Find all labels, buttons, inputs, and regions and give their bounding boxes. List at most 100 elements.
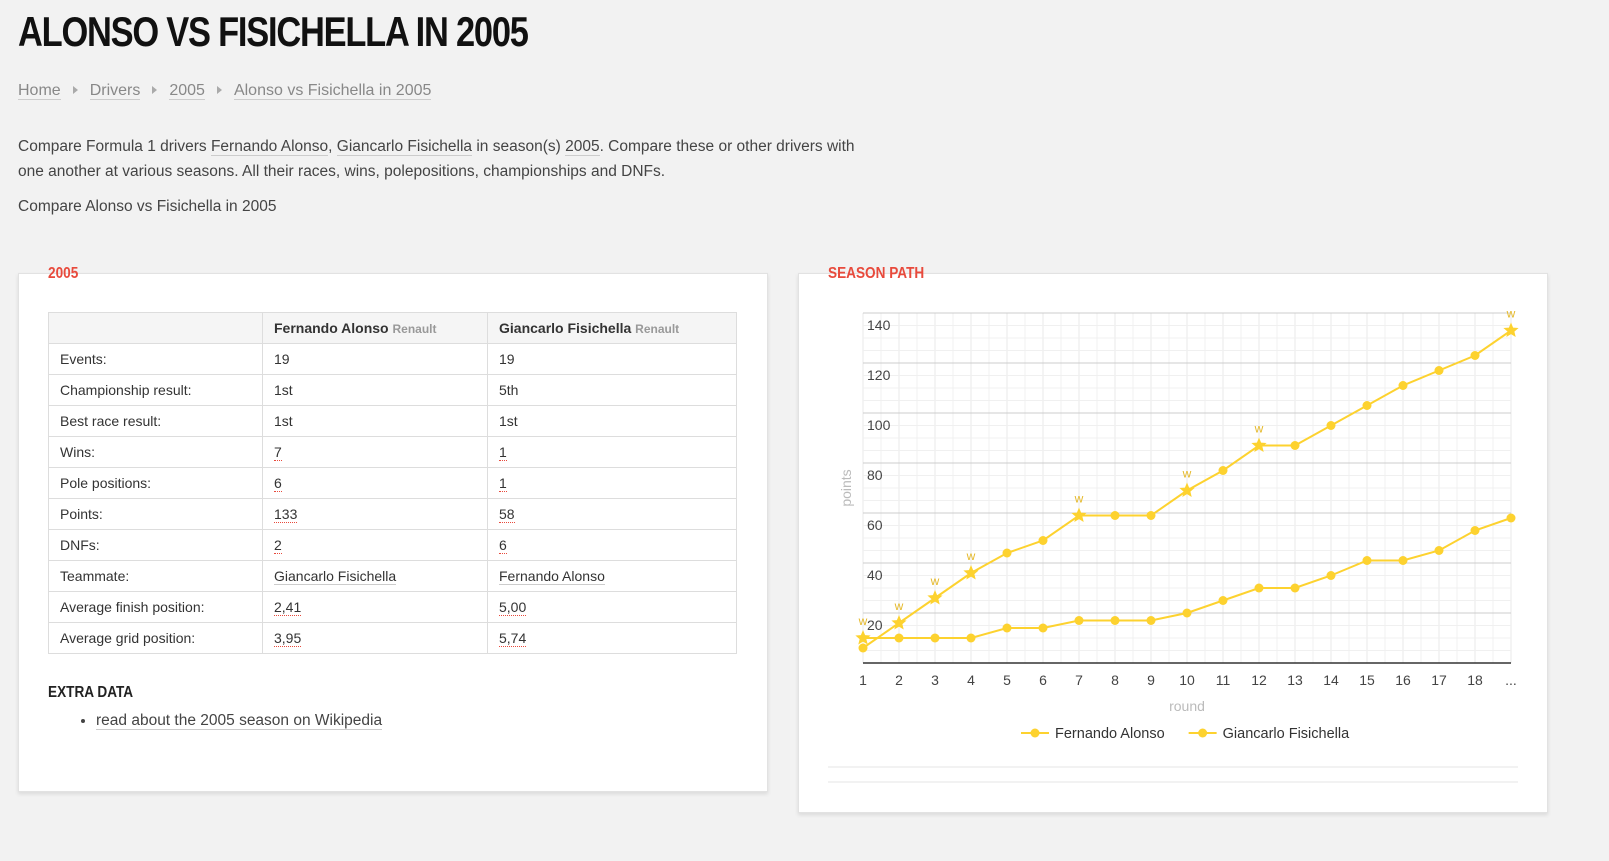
header-cell xyxy=(48,312,263,344)
table-cell: Average grid position: xyxy=(48,622,263,654)
table-cell: 1st xyxy=(487,405,737,437)
stat-link[interactable]: 58 xyxy=(499,506,515,523)
table-cell: 6 xyxy=(262,467,488,499)
subtitle: Compare Alonso vs Fisichella in 2005 xyxy=(18,198,277,215)
extra-list: read about the 2005 season on Wikipedia xyxy=(48,712,383,730)
stat-link[interactable]: 7 xyxy=(274,444,282,461)
x-tick-label: 15 xyxy=(1359,672,1375,688)
win-marker xyxy=(1071,507,1087,522)
x-tick-label: 3 xyxy=(931,672,939,688)
x-tick-label: 10 xyxy=(1179,672,1195,688)
driver-link[interactable]: Giancarlo Fisichella xyxy=(274,568,397,585)
table-cell: 5th xyxy=(487,374,737,406)
point-label: w xyxy=(1506,307,1516,321)
point xyxy=(1218,466,1228,475)
point-label: w xyxy=(858,614,868,628)
text: Compare Formula 1 drivers xyxy=(18,138,211,155)
point xyxy=(1146,616,1156,625)
point xyxy=(1146,511,1156,520)
table-row: Best race result: 1st 1st xyxy=(48,405,737,437)
driver-link[interactable]: Fernando Alonso xyxy=(499,568,605,585)
point xyxy=(1290,583,1300,593)
point xyxy=(1470,526,1480,535)
table-cell: 5,74 xyxy=(487,622,737,654)
breadcrumb-link[interactable]: Alonso vs Fisichella in 2005 xyxy=(233,82,432,100)
x-tick-label: 2 xyxy=(895,672,903,688)
point xyxy=(1506,513,1516,523)
chart-card: 20 40 60 80 100 120 140 1 2 3 4 5 6 7 8 9 10 11 12 13 14 15 16… xyxy=(798,273,1548,813)
section-heading: SEASON PATH xyxy=(828,265,925,282)
table-cell: Teammate: xyxy=(48,560,263,592)
wiki-link[interactable]: read about the 2005 season on Wikipedia xyxy=(96,712,383,730)
point xyxy=(1326,421,1336,430)
point xyxy=(1002,623,1012,633)
point-label: w xyxy=(1182,467,1192,481)
header-cell: Fernando Alonso Renault xyxy=(262,312,488,344)
season-link[interactable]: 2005 xyxy=(565,138,600,156)
table-cell: Wins: xyxy=(48,436,263,468)
table-row: Teammate: Giancarlo Fisichella Fernando Al… xyxy=(48,560,737,592)
stats-table: Fernando Alonso Renault Giancarlo Fisiche… xyxy=(48,312,737,654)
text: , xyxy=(328,138,337,155)
win-marker xyxy=(891,615,907,630)
extra-heading: EXTRA DATA xyxy=(48,684,134,701)
point-label: w xyxy=(966,549,976,563)
point xyxy=(1038,536,1048,545)
point-label: w xyxy=(930,574,940,588)
x-tick-label: 13 xyxy=(1287,672,1303,688)
point xyxy=(1470,351,1480,360)
point xyxy=(1038,623,1048,633)
breadcrumb-link[interactable]: 2005 xyxy=(169,82,205,100)
stat-link[interactable]: 133 xyxy=(274,506,298,523)
x-tick-label: 7 xyxy=(1075,672,1083,688)
driver-name: Fernando Alonso xyxy=(274,320,389,336)
stat-link[interactable]: 5,00 xyxy=(499,599,527,616)
y-tick-label: 140 xyxy=(867,317,891,333)
table-cell: Events: xyxy=(48,343,263,375)
table-cell: 5,00 xyxy=(487,591,737,623)
table-row: Average grid position: 3,95 5,74 xyxy=(48,622,737,654)
y-tick-label: 60 xyxy=(867,517,883,533)
table-cell: Pole positions: xyxy=(48,467,263,499)
point xyxy=(1110,511,1120,520)
point xyxy=(1398,381,1408,390)
table-cell: DNFs: xyxy=(48,529,263,561)
stat-link[interactable]: 3,95 xyxy=(274,630,302,647)
breadcrumb-link[interactable]: Home xyxy=(18,82,61,100)
table-cell: 19 xyxy=(262,343,488,375)
breadcrumb-link[interactable]: Drivers xyxy=(89,82,141,100)
point-label: w xyxy=(894,599,904,613)
table-row: Points: 133 58 xyxy=(48,498,737,530)
stat-link[interactable]: 5,74 xyxy=(499,630,527,647)
y-tick-label: 20 xyxy=(867,617,883,633)
legend-dot xyxy=(1030,728,1040,738)
table-cell: 2 xyxy=(262,529,488,561)
driver-link[interactable]: Fernando Alonso xyxy=(210,138,329,156)
y-tick-label: 120 xyxy=(867,367,891,383)
driver-link[interactable]: Giancarlo Fisichella xyxy=(336,138,473,156)
table-cell: 133 xyxy=(262,498,488,530)
table-cell: Championship result: xyxy=(48,374,263,406)
point xyxy=(1362,556,1372,565)
stat-link[interactable]: 6 xyxy=(274,475,282,492)
point xyxy=(1398,556,1408,565)
stat-link[interactable]: 6 xyxy=(499,537,507,554)
stat-link[interactable]: 2,41 xyxy=(274,599,302,616)
intro: Compare Formula 1 drivers Fernando Alons… xyxy=(18,134,878,184)
page-title: ALONSO VS FISICHELLA IN 2005 xyxy=(18,8,529,55)
x-tick-label: ... xyxy=(1505,672,1517,688)
stat-link[interactable]: 2 xyxy=(274,537,282,554)
legend-label: Giancarlo Fisichella xyxy=(1223,726,1350,742)
table-cell: 1 xyxy=(487,436,737,468)
stat-link[interactable]: 1 xyxy=(499,475,507,492)
legend-label: Fernando Alonso xyxy=(1055,726,1165,742)
table-cell: Fernando Alonso xyxy=(487,560,737,592)
point xyxy=(1434,546,1444,555)
point xyxy=(1074,616,1084,625)
point-label: w xyxy=(1254,422,1264,436)
header-cell: Giancarlo Fisichella Renault xyxy=(487,312,737,344)
table-cell: 3,95 xyxy=(262,622,488,654)
header-row: Fernando Alonso Renault Giancarlo Fisiche… xyxy=(48,312,737,344)
stat-link[interactable]: 1 xyxy=(499,444,507,461)
